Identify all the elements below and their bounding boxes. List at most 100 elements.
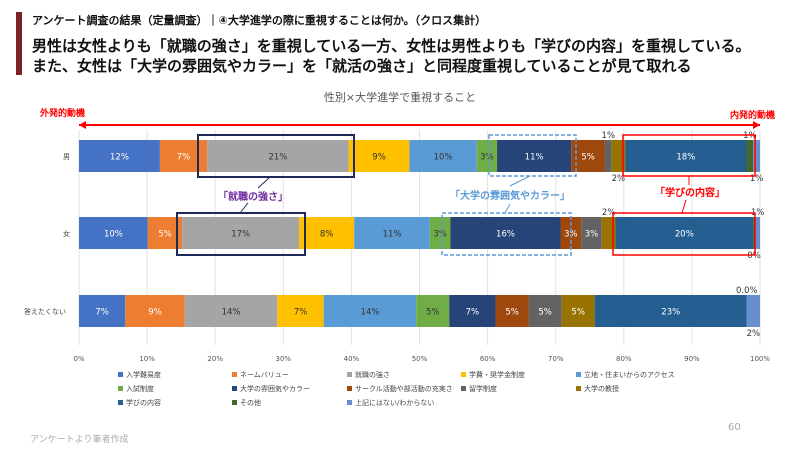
bar-segment [594,295,747,327]
data-label: 2% [612,174,626,184]
job-leader [257,176,271,189]
bar-segment [495,295,529,327]
legend-swatch [118,386,123,391]
data-label: 1% [743,131,757,141]
data-label: 5% [581,153,595,163]
bar-segment [561,295,595,327]
bar-segment [615,217,754,249]
x-tick-label: 80% [616,355,632,363]
legend-swatch [347,386,352,391]
bar-segment [611,140,626,172]
learning-box-female [612,212,756,256]
x-tick-label: 30% [276,355,292,363]
slide-subtitle: アンケート調査の結果（定量調査）｜④大学進学の際に重視することは何か。（クロス集… [32,14,487,27]
data-label: 2% [602,208,616,218]
job-box-female [176,212,306,256]
legend-label: 就職の強さ [355,370,390,379]
extrinsic-label: 外発的動機 [39,107,85,119]
legend-swatch [461,372,466,377]
job-leader [239,202,249,214]
data-label: 5% [426,308,440,318]
atmosphere-leader [509,175,531,187]
bar-segment [753,217,756,249]
bar-segment [560,217,582,249]
category-label: 答えたくない [24,307,66,316]
bar-segment [159,140,208,172]
x-tick-label: 40% [344,355,360,363]
headline-line-2: また、女性は「大学の雰囲気やカラー」を「就活の強さ」と同程度重視していることが見… [32,57,692,75]
bar-segment [125,295,185,327]
bar-segment [449,295,496,327]
data-label: 0.0% [736,286,758,296]
legend-label: 留学制度 [469,384,497,393]
data-label: 11% [525,153,544,163]
data-label: 14% [360,308,379,318]
data-label: 23% [661,308,680,318]
data-label: 7% [177,153,191,163]
annotations: 「就職の強さ」 「大学の雰囲気やカラー」 「学びの内容」 [79,121,760,256]
bar-segment [409,140,477,172]
data-label: 8% [320,230,334,240]
legend-label: 上記にはない/わからない [355,398,434,407]
bar-segment [528,295,562,327]
data-label: 5% [571,308,585,318]
data-label: 18% [676,153,695,163]
bar-segment [601,217,616,249]
x-tick-label: 20% [207,355,223,363]
data-label: 17% [231,230,250,240]
chart-title: 性別×大学進学で重視すること [324,90,476,104]
legend-swatch [576,386,581,391]
bar-segment [299,217,355,249]
data-label: 16% [496,230,515,240]
data-label: 0% [747,251,761,261]
slide-headline: 男性は女性よりも「就職の強さ」を重視している一方、女性は男性よりも「学びの内容」… [32,36,751,76]
data-label: 7% [466,308,480,318]
page-number: 60 [728,422,741,433]
x-tick-label: 10% [139,355,155,363]
bar-segment [354,217,430,249]
legend-label: 大学の雰囲気やカラー [240,384,310,393]
data-label: 1% [750,174,764,184]
legend-swatch [347,400,352,405]
source-note: アンケートより筆者作成 [30,435,129,445]
category-label: 女 [63,229,70,238]
data-label: 14% [222,308,241,318]
legend-swatch [118,372,123,377]
bar-segment [207,140,349,172]
data-label: 11% [383,230,402,240]
legend-label: 学費・奨学金制度 [469,370,525,379]
legend-label: 大学の教授 [584,384,619,393]
bars: 男 12% 7% 21% 9% 10% 3% 11% 5% 1% 2% 18% 1% 1% 女 10% 5% 17… [24,131,764,339]
data-label: 10% [434,153,453,163]
bar-segment [184,295,278,327]
learning-leader [681,199,687,214]
legend-label: 立地・住まいからのアクセス [584,370,675,379]
data-label: 5% [538,308,552,318]
data-label: 5% [158,230,172,240]
legend-label: 入試制度 [126,384,154,393]
headline-line-1: 男性は女性よりも「就職の強さ」を重視している一方、女性は男性よりも「学びの内容」… [32,37,751,55]
bar-segment [182,217,300,249]
legend-swatch [232,400,237,405]
atmosphere-leader [504,203,511,214]
accent-bar [16,12,22,75]
x-tick-label: 90% [684,355,700,363]
legend-swatch [232,372,237,377]
atmosphere-box-male [488,134,577,177]
job-annotation: 「就職の強さ」 [218,190,288,203]
bar-segment [348,140,410,172]
bar-segment [277,295,324,327]
bar-segment [755,217,760,249]
data-label: 5% [505,308,519,318]
intrinsic-label: 内発的動機 [730,109,775,121]
legend-label: その他 [240,398,261,407]
data-label: 20% [675,230,694,240]
legend-label: ネームバリュー [240,371,289,379]
x-tick-label: 60% [480,355,496,363]
legend-swatch [461,386,466,391]
x-tick-label: 100% [750,355,770,363]
data-label: 7% [294,308,308,318]
bar-segment [571,140,605,172]
bar-segment [429,217,451,249]
